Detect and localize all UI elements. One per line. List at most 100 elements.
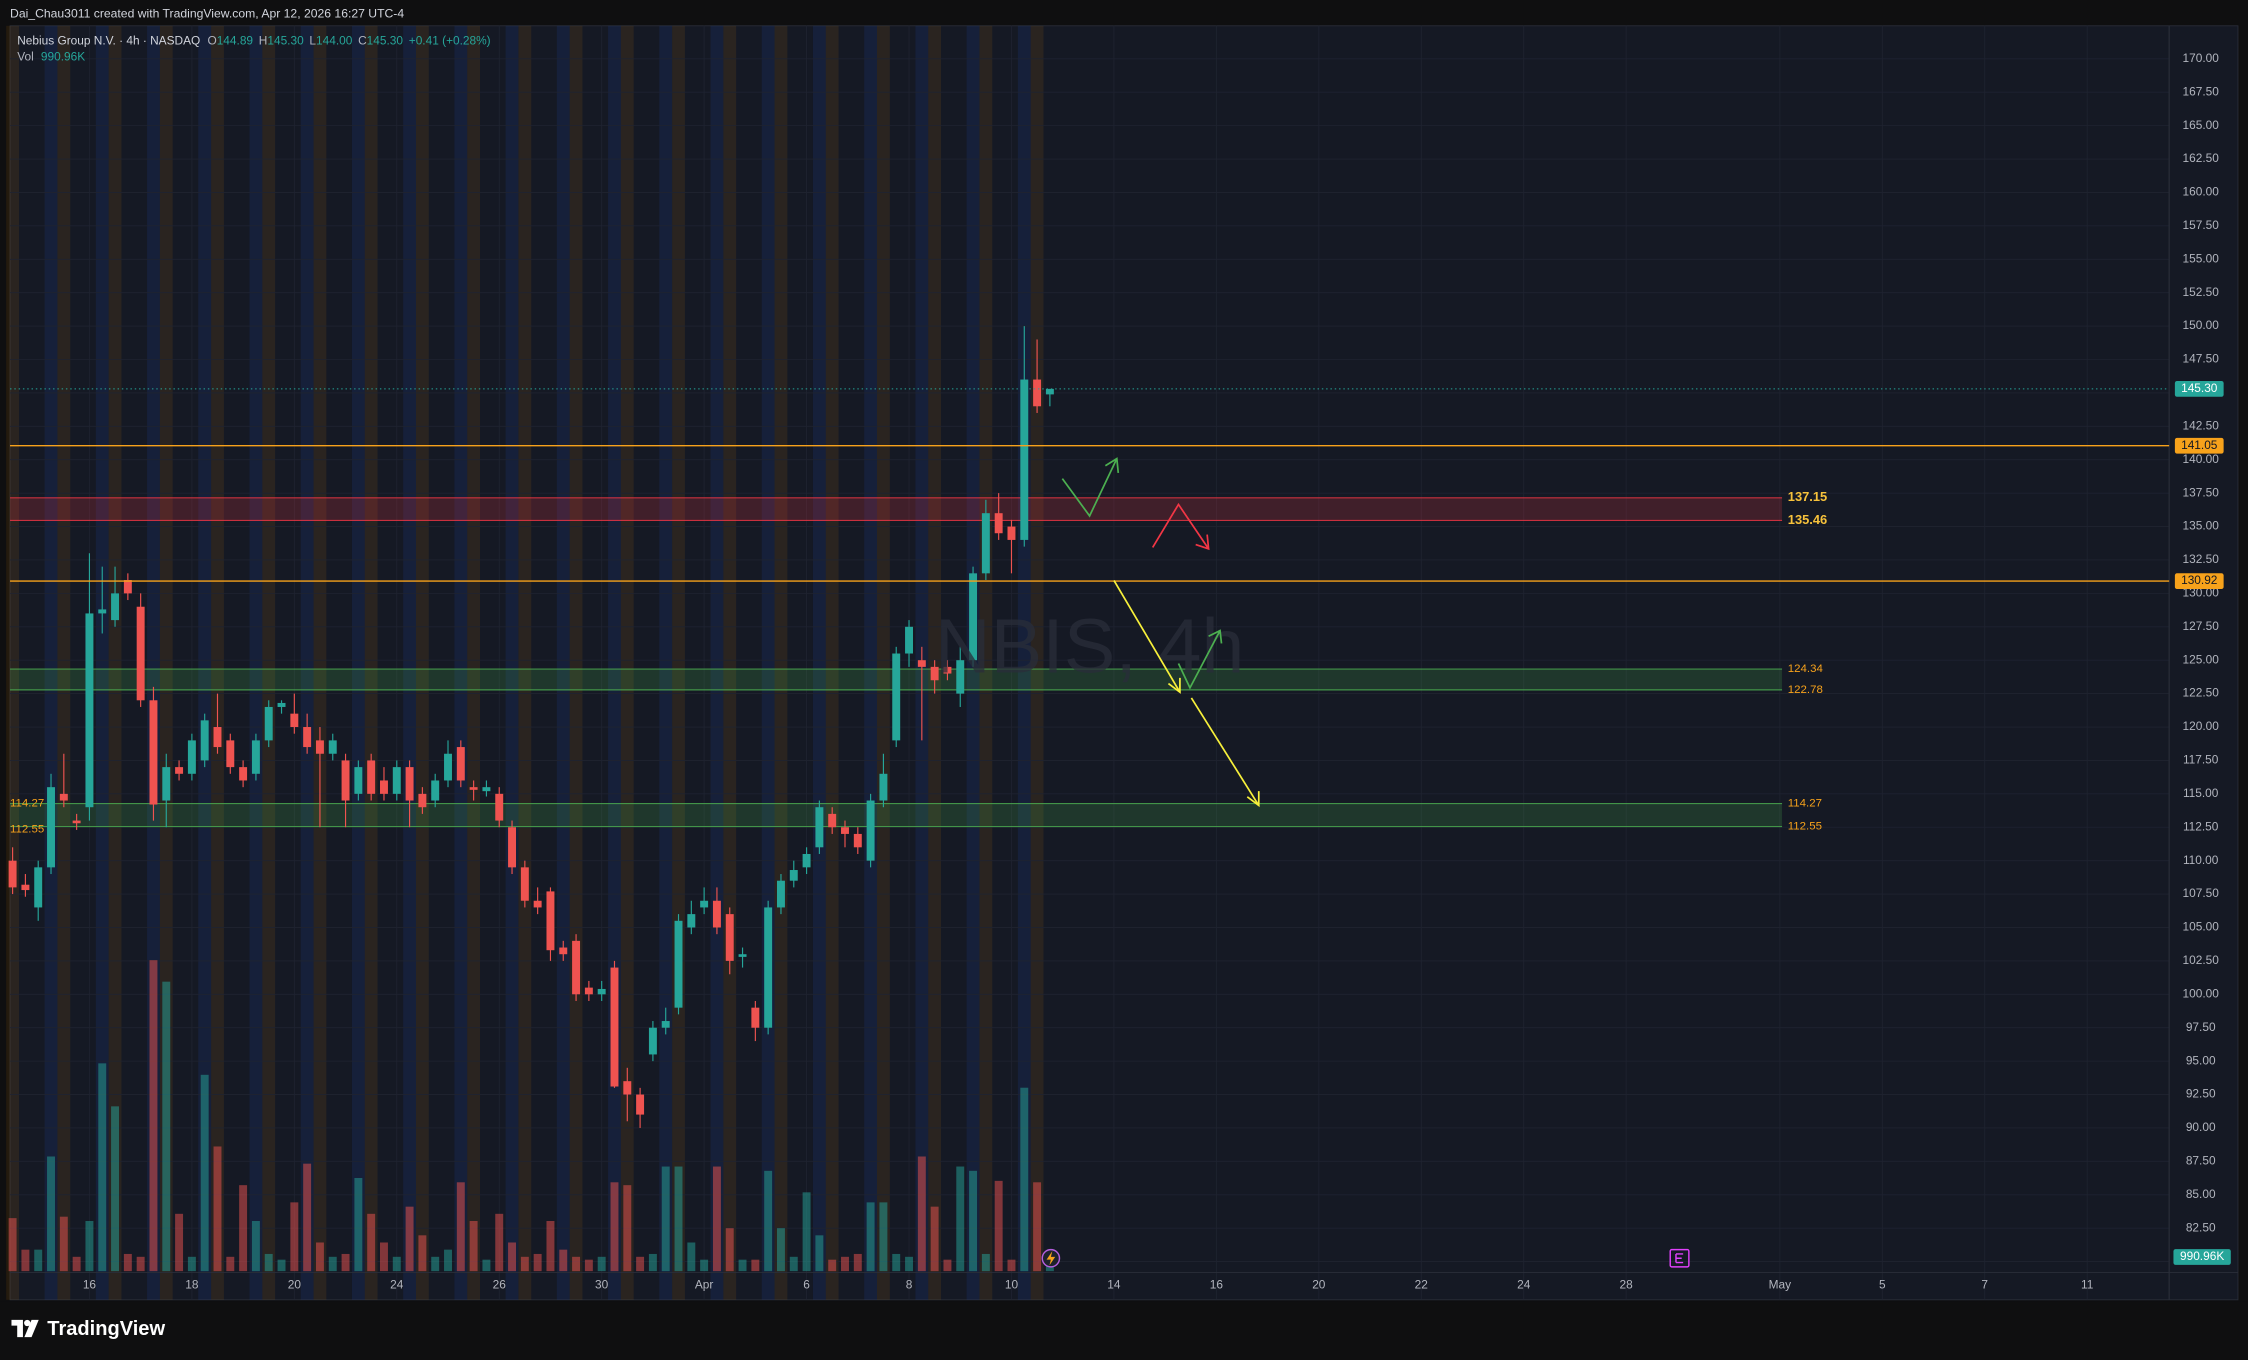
candle-body	[21, 884, 30, 891]
volume-bar	[98, 1063, 107, 1272]
candle-body	[34, 867, 43, 908]
y-tick-label: 112.50	[2183, 819, 2219, 833]
x-tick-label: 6	[803, 1278, 810, 1292]
candle-body	[789, 870, 798, 881]
candle-body	[533, 900, 542, 908]
last-volume-tag	[2173, 1249, 2231, 1265]
volume-bar	[251, 1220, 260, 1272]
level-tag	[2174, 573, 2224, 589]
volume-bar	[623, 1185, 632, 1272]
candle-body	[149, 700, 158, 805]
session-band	[198, 25, 212, 1300]
y-tick-label: 110.00	[2183, 853, 2219, 867]
candle-body	[751, 1007, 760, 1028]
candle-body	[354, 767, 363, 794]
candle-body	[200, 720, 209, 761]
y-tick-label: 137.50	[2183, 485, 2220, 499]
volume-bar	[469, 1220, 478, 1272]
session-band	[57, 25, 71, 1300]
volume-bar	[943, 1259, 952, 1272]
session-band	[6, 25, 19, 1300]
candle-body	[277, 702, 286, 707]
arrow-head	[1167, 677, 1181, 694]
candle-body	[610, 967, 619, 1087]
volume-bar	[162, 981, 171, 1272]
y-tick-label: 142.50	[2183, 418, 2220, 432]
candle-body	[1045, 388, 1054, 395]
x-tick-label: 22	[1415, 1278, 1428, 1292]
y-tick-label: 117.50	[2183, 753, 2219, 767]
session-band	[761, 25, 775, 1300]
candle-body	[495, 793, 504, 821]
x-tick-label: 24	[1517, 1278, 1531, 1292]
volume-bar	[1033, 1182, 1042, 1272]
candle-body	[111, 593, 120, 621]
session-band	[364, 25, 378, 1300]
volume-bar	[264, 1253, 273, 1272]
zone-label: 137.15	[1788, 489, 1827, 504]
y-tick-label: 82.50	[2186, 1220, 2216, 1234]
volume-bar	[776, 1228, 785, 1272]
candle-body	[303, 727, 312, 748]
x-tick-label: 10	[1005, 1278, 1019, 1292]
volume-bar	[226, 1256, 235, 1272]
session-band	[159, 25, 173, 1300]
drawing-arrow	[1061, 458, 1118, 518]
earnings-glyph	[1675, 1253, 1684, 1264]
candle-body	[456, 747, 465, 781]
y-tick-label: 160.00	[2183, 185, 2220, 199]
x-tick-label: 16	[83, 1278, 97, 1292]
session-band	[95, 25, 109, 1300]
volume-bar	[648, 1253, 657, 1272]
session-band	[710, 25, 724, 1300]
candle-body	[315, 740, 324, 754]
y-tick-label: 155.00	[2183, 251, 2220, 265]
candle-body	[380, 780, 388, 794]
level-label: 130.92	[2181, 573, 2217, 587]
earnings-icon[interactable]	[1669, 1248, 1690, 1268]
legend: Nebius Group N.V. · 4h · NASDAQ O144.89 H1…	[17, 34, 490, 48]
volume-bar	[8, 1218, 17, 1272]
session-band	[518, 25, 532, 1300]
candle-body	[905, 626, 913, 654]
candle-body	[328, 740, 337, 754]
candle-body	[597, 988, 606, 995]
volume-bar	[687, 1242, 696, 1272]
volume-bar	[917, 1156, 926, 1272]
session-band	[467, 25, 481, 1300]
volume-bar	[21, 1249, 30, 1272]
session-band	[723, 25, 737, 1300]
y-tick-label: 127.50	[2183, 619, 2220, 633]
volume-bar	[277, 1259, 286, 1272]
candle-body	[98, 609, 107, 614]
volume-bar	[175, 1213, 184, 1272]
arrow-head	[1104, 457, 1120, 474]
session-band	[774, 25, 788, 1300]
y-tick-label: 90.00	[2186, 1120, 2216, 1134]
volume-bar	[636, 1256, 645, 1272]
x-tick-label: 8	[906, 1278, 913, 1292]
x-tick-label: May	[1769, 1278, 1792, 1292]
volume-bar	[239, 1185, 248, 1272]
session-band	[672, 25, 685, 1300]
volume-bar	[789, 1256, 798, 1272]
y-tick-label: 100.00	[2183, 986, 2220, 1000]
y-tick-label: 125.00	[2183, 652, 2220, 666]
attribution: Dai_Chau3011 created with TradingView.co…	[10, 7, 404, 21]
arrow-head	[1195, 534, 1210, 551]
watermark: NBIS, 4h	[935, 604, 1245, 690]
session-band	[864, 25, 878, 1300]
x-tick-label: 20	[1312, 1278, 1326, 1292]
volume-bar	[930, 1206, 939, 1272]
chart-area	[9, 25, 2239, 1301]
arrow-head	[1246, 791, 1260, 808]
y-tick-label: 152.50	[2183, 285, 2220, 299]
volume-bar	[841, 1256, 849, 1272]
session-band	[1017, 25, 1031, 1300]
legend-part: Nebius Group N.V. · 4h · NASDAQ	[17, 34, 200, 48]
y-tick-label: 150.00	[2183, 318, 2220, 332]
legend-part: 144.00	[316, 34, 353, 48]
y-tick-label: 135.00	[2183, 519, 2220, 533]
candle-body	[969, 573, 978, 661]
candle-body	[213, 727, 222, 748]
